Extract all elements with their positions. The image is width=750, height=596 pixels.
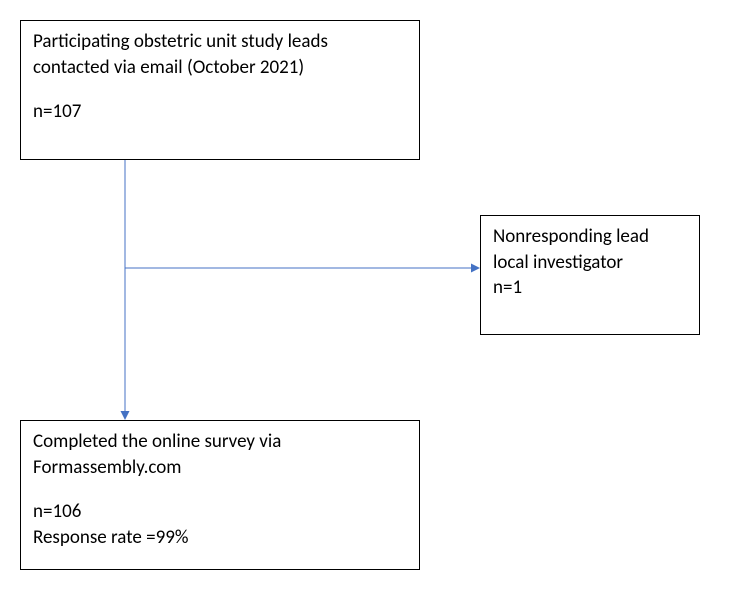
node-box3-line1: Completed the online survey via Formasse… bbox=[33, 429, 407, 480]
node-box2-line1: Nonresponding lead local investigator bbox=[493, 224, 687, 275]
node-box1-line2: n=107 bbox=[33, 99, 407, 125]
node-box3-line2: n=106 bbox=[33, 499, 407, 525]
flowchart-canvas: Participating obstetric unit study leads… bbox=[0, 0, 750, 596]
node-box2: Nonresponding lead local investigator n=… bbox=[480, 215, 700, 335]
node-box1-spacer bbox=[33, 80, 407, 99]
node-box3: Completed the online survey via Formasse… bbox=[20, 420, 420, 570]
node-box2-line2: n=1 bbox=[493, 275, 687, 301]
node-box3-spacer bbox=[33, 480, 407, 499]
node-box1-line1: Participating obstetric unit study leads… bbox=[33, 29, 407, 80]
node-box1: Participating obstetric unit study leads… bbox=[20, 20, 420, 160]
node-box3-line3: Response rate =99% bbox=[33, 525, 407, 551]
